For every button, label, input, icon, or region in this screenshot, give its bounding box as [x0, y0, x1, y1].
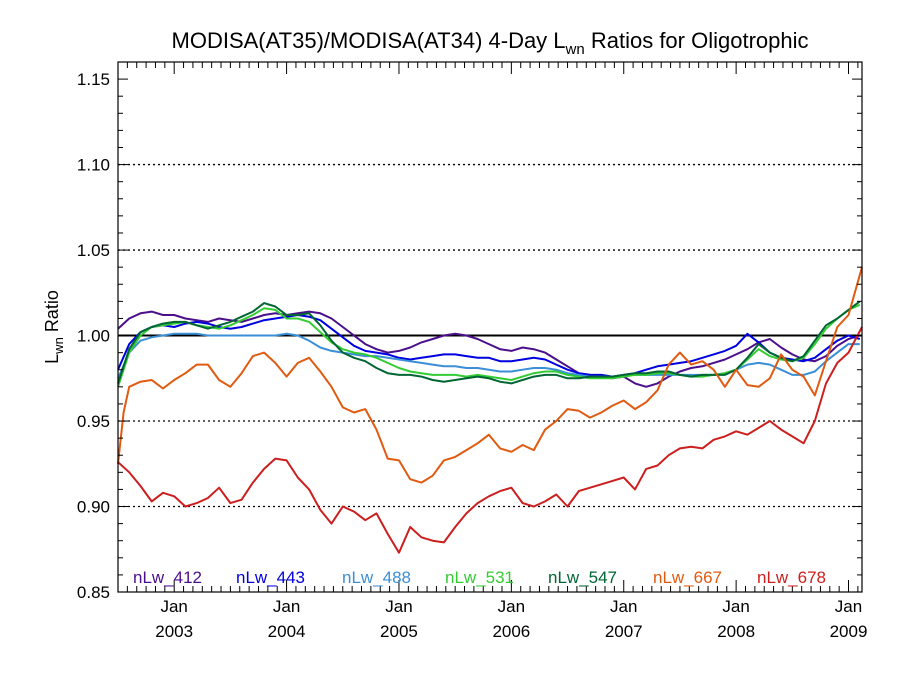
- x-tick-label-month: Jan: [722, 597, 749, 616]
- x-tick-label-year: 2003: [155, 622, 193, 641]
- legend-entry: nLw_678: [757, 568, 826, 587]
- legend-entry: nLw_531: [445, 568, 514, 587]
- series-line-nlw-547: [117, 300, 861, 385]
- x-tick-label-month: Jan: [385, 597, 412, 616]
- ylabel-rest: Ratio: [42, 290, 62, 337]
- legend: nLw_412 nLw_443 nLw_488 nLw_531 nLw_547 nLw_6…: [133, 568, 826, 587]
- title-main: MODISA(AT35)/MODISA(AT34) 4-Day L: [172, 28, 566, 53]
- series-lines: [117, 266, 863, 554]
- x-tick-label-year: 2005: [380, 622, 418, 641]
- x-tick-label-month: Jan: [610, 597, 637, 616]
- series-line-nlw-443: [117, 314, 861, 378]
- x-tick-label-year: 2007: [605, 622, 643, 641]
- legend-entry: nLw_412: [133, 568, 202, 587]
- x-tick-label-year: 2008: [717, 622, 755, 641]
- series-line-nlw-412: [117, 310, 861, 388]
- y-axis-label: Lwn Ratio: [42, 290, 66, 364]
- x-tick-label-year: 2004: [268, 622, 306, 641]
- axes: 0.85 0.90 0.95 1.00 1.05 1.10 1.15 Jan 2003 Jan 20…: [77, 61, 868, 641]
- series-line-nlw-667: [117, 266, 863, 484]
- x-tick-label-month: Jan: [498, 597, 525, 616]
- gridlines: [118, 163, 862, 508]
- x-tick-label-year: 2006: [492, 622, 530, 641]
- x-tick-label-month: Jan: [160, 597, 187, 616]
- x-tick-label-year: 2009: [830, 622, 868, 641]
- ylabel-subscript: wn: [51, 337, 66, 355]
- y-tick-label: 1.15: [77, 70, 110, 89]
- x-tick-label-month: Jan: [835, 597, 862, 616]
- y-tick-label: 0.90: [77, 498, 110, 517]
- y-tick-label: 1.10: [77, 156, 110, 175]
- title-subscript: wn: [565, 41, 585, 58]
- legend-entry: nLw_547: [548, 568, 617, 587]
- chart-title: MODISA(AT35)/MODISA(AT34) 4-Day Lwn Rati…: [172, 28, 809, 58]
- series-line-nlw-531: [117, 303, 861, 388]
- legend-entry: nLw_488: [342, 568, 411, 587]
- y-tick-label: 0.95: [77, 412, 110, 431]
- y-tick-label: 1.00: [77, 327, 110, 346]
- title-rest: Ratios for Oligotrophic: [585, 28, 809, 53]
- y-tick-label: 1.05: [77, 241, 110, 260]
- x-tick-label-month: Jan: [273, 597, 300, 616]
- series-line-nlw-678: [117, 326, 863, 554]
- y-tick-label: 0.85: [77, 583, 110, 602]
- legend-entry: nLw_443: [236, 568, 305, 587]
- legend-entry: nLw_667: [653, 568, 722, 587]
- plot-frame: [117, 61, 863, 593]
- ylabel-main: L: [42, 354, 62, 364]
